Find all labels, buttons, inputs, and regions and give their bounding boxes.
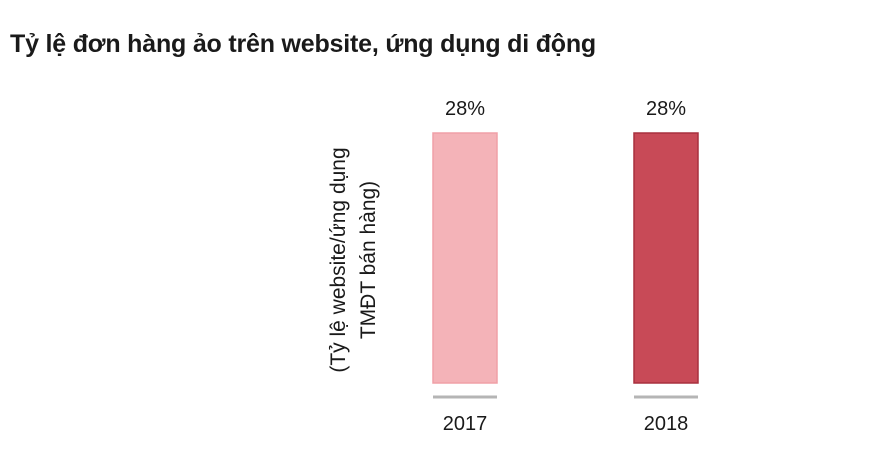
category-label-2018: 2018 [644, 413, 689, 435]
value-label-2017: 28% [445, 98, 485, 120]
y-axis-label-line-1: (Tỷ lệ website/ứng dụng [327, 147, 350, 372]
bar-2018 [633, 132, 699, 384]
value-label-2018: 28% [646, 98, 686, 120]
y-axis-label: (Tỷ lệ website/ứng dụng TMĐT bán hàng) [327, 147, 380, 372]
chart-title: Tỷ lệ đơn hàng ảo trên website, ứng dụng… [10, 30, 596, 58]
bar-2017 [432, 132, 498, 384]
y-axis-label-line-2: TMĐT bán hàng) [357, 181, 380, 339]
category-label-2017: 2017 [443, 413, 488, 435]
